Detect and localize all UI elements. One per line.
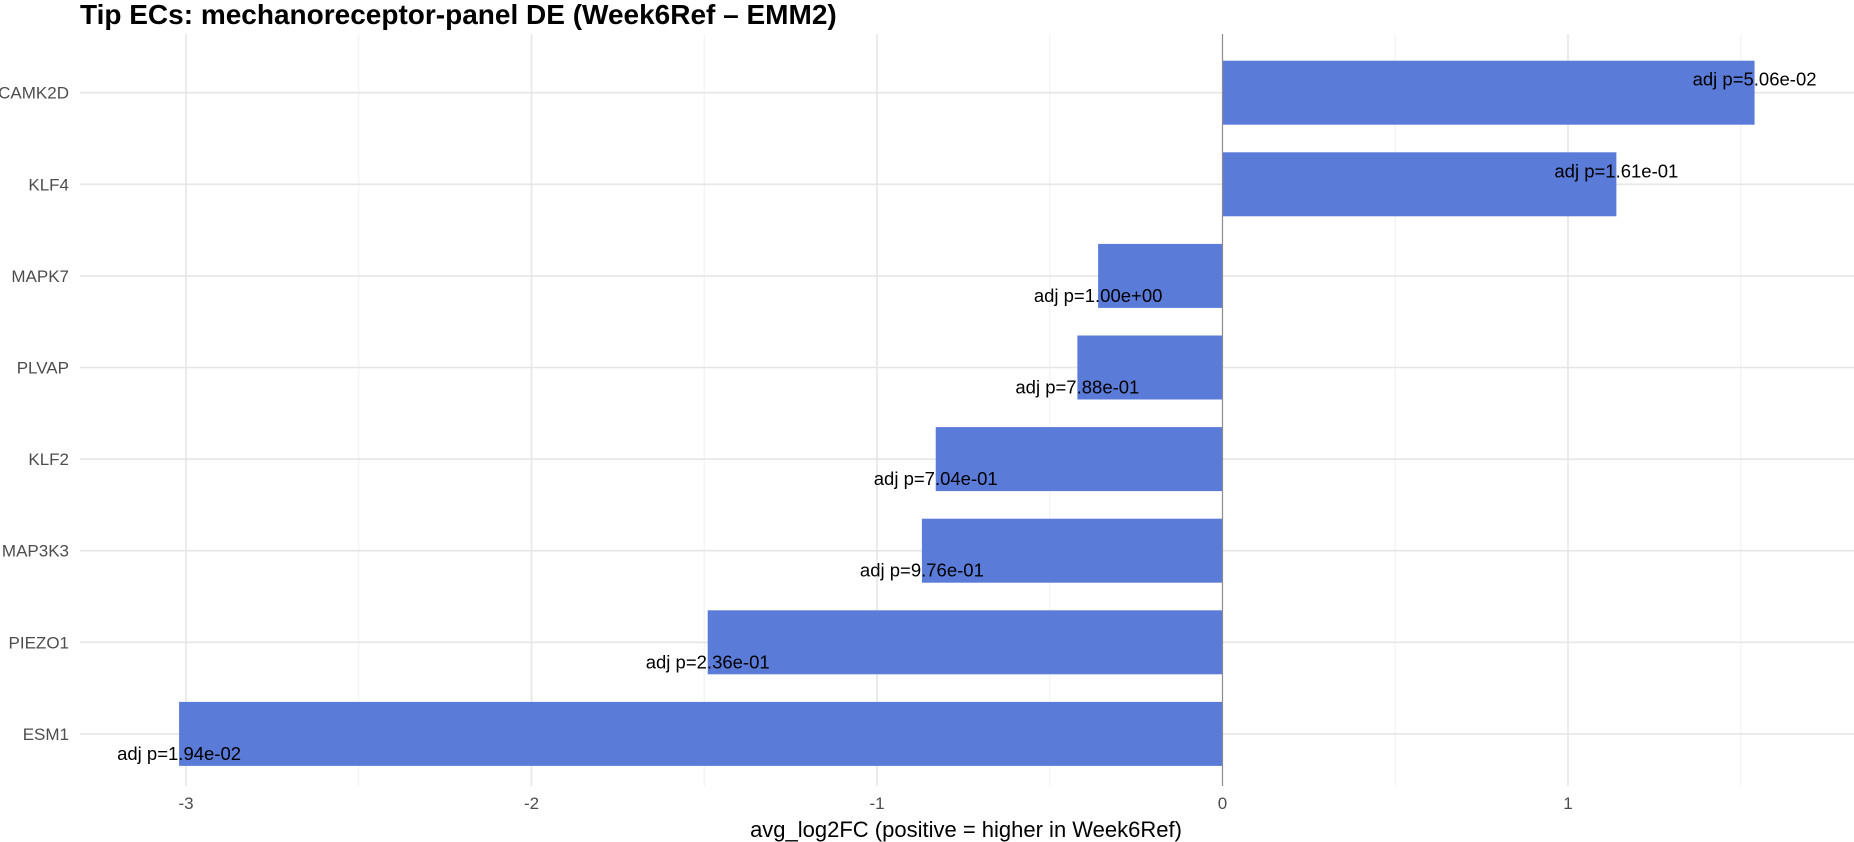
bar-esm1	[179, 701, 1223, 766]
data-label-plvap: adj p=7.88e-01	[1015, 377, 1139, 398]
x-tick-label: -2	[524, 794, 539, 813]
y-tick-label: ESM1	[23, 725, 69, 744]
data-labels: adj p=5.06e-02 adj p=1.61e-01 adj p=1.00e+…	[117, 69, 1816, 764]
bar-klf4	[1222, 152, 1617, 217]
bar-plvap	[1077, 335, 1223, 400]
x-axis-label: avg_log2FC (positive = higher in Week6Re…	[750, 817, 1182, 842]
data-label-piezo1: adj p=2.36e-01	[646, 651, 770, 672]
data-label-mapk7: adj p=1.00e+00	[1034, 285, 1163, 306]
x-tick-labels: -3 -2 -1 0 1	[178, 794, 1572, 813]
y-tick-label: CAMK2D	[0, 84, 69, 103]
y-tick-label: KLF4	[28, 175, 69, 194]
data-label-camk2d: adj p=5.06e-02	[1693, 69, 1817, 90]
y-tick-label: MAPK7	[11, 267, 69, 286]
bar-mapk7	[1098, 243, 1223, 308]
y-tick-label: MAP3K3	[2, 542, 69, 561]
y-tick-labels: CAMK2D KLF4 MAPK7 PLVAP KLF2 MAP3K3 PIEZO1 ESM1	[0, 84, 69, 744]
bar-camk2d	[1222, 60, 1755, 125]
data-label-klf2: adj p=7.04e-01	[874, 468, 998, 489]
x-tick-label: 1	[1563, 794, 1572, 813]
data-label-map3k3: adj p=9.76e-01	[860, 560, 984, 581]
y-tick-label: KLF2	[28, 450, 69, 469]
data-label-esm1: adj p=1.94e-02	[117, 743, 241, 764]
data-label-klf4: adj p=1.61e-01	[1554, 160, 1678, 181]
y-tick-label: PLVAP	[17, 359, 69, 378]
x-tick-label: -1	[869, 794, 884, 813]
x-tick-label: -3	[178, 794, 193, 813]
bars	[179, 60, 1755, 766]
y-tick-label: PIEZO1	[9, 633, 69, 652]
bar-klf2	[935, 427, 1223, 492]
chart-title: Tip ECs: mechanoreceptor-panel DE (Week6…	[80, 0, 837, 30]
x-tick-label: 0	[1218, 794, 1227, 813]
bar-piezo1	[707, 610, 1223, 675]
bar-map3k3	[921, 518, 1223, 583]
